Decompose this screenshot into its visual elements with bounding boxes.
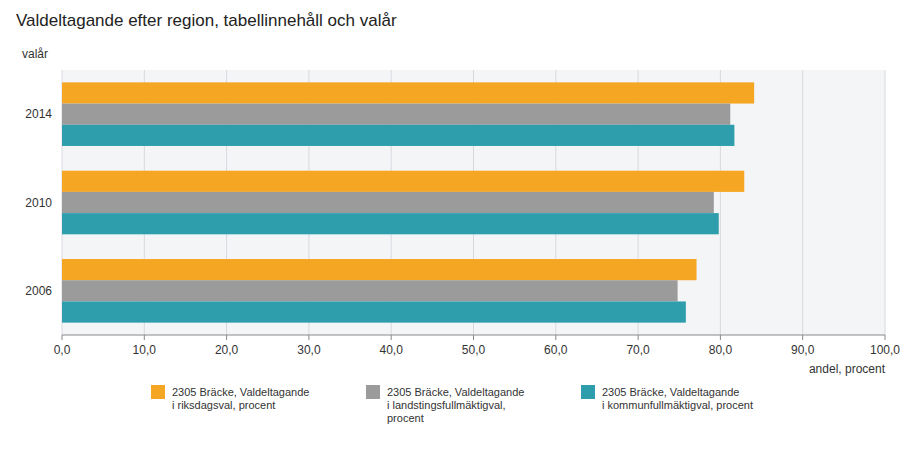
legend-label-line: i kommunfullmäktigval, procent: [602, 399, 753, 411]
x-axis-label: andel, procent: [809, 362, 886, 376]
tick-label: 80,0: [709, 343, 733, 357]
legend-label-line: i landstingsfullmäktigval,: [387, 399, 506, 411]
legend-swatch: [366, 385, 380, 399]
tick-mark: [802, 335, 803, 340]
x-grid: [62, 70, 885, 335]
tick-label: 50,0: [462, 343, 486, 357]
tick-label: 100,0: [870, 343, 900, 357]
tick-mark: [638, 335, 639, 340]
legend-label-line: 2305 Bräcke, Valdeltagande: [602, 386, 739, 398]
tick-label: 90,0: [791, 343, 815, 357]
legend-label-line: 2305 Bräcke, Valdeltagande: [172, 386, 309, 398]
x-axis-line: [62, 335, 885, 336]
tick-mark: [391, 335, 392, 340]
tick-label: 10,0: [133, 343, 157, 357]
tick-label: 20,0: [215, 343, 239, 357]
y-axis-label: valår: [22, 47, 48, 61]
tick-mark: [144, 335, 145, 340]
legend: 2305 Bräcke, Valdeltagandei riksdagsval,…: [151, 385, 753, 424]
bar: [62, 213, 719, 234]
tick-label: 30,0: [297, 343, 321, 357]
tick-label: 0,0: [54, 343, 71, 357]
bar: [62, 171, 744, 192]
grid-line: [802, 70, 803, 335]
tick-mark: [885, 335, 886, 340]
legend-label-line: i riksdagsval, procent: [172, 399, 275, 411]
tick-label: 40,0: [380, 343, 404, 357]
bar: [62, 280, 678, 301]
tick-mark: [308, 335, 309, 340]
tick-mark: [226, 335, 227, 340]
chart: Valdeltagande efter region, tabellinnehå…: [0, 0, 915, 468]
tick-mark: [62, 335, 63, 340]
category-label: 2006: [25, 284, 52, 298]
bar: [62, 125, 734, 146]
grid-line: [885, 70, 886, 335]
bar: [62, 259, 697, 280]
tick-mark: [555, 335, 556, 340]
title: Valdeltagande efter region, tabellinnehå…: [16, 11, 397, 30]
legend-label: 2305 Bräcke, Valdeltagandei landstingsfu…: [387, 386, 524, 424]
tick-label: 70,0: [626, 343, 650, 357]
legend-swatch: [151, 385, 165, 399]
tick-mark: [720, 335, 721, 340]
x-ticks: 0,0 10,0 20,0 30,0 40,0 50,0 60,0 70,0 80,0 90,0 1…: [54, 335, 901, 357]
legend-label-line: procent: [387, 412, 424, 424]
tick-label: 60,0: [544, 343, 568, 357]
category-label: 2014: [25, 107, 52, 121]
bar: [62, 192, 714, 213]
legend-swatch: [581, 385, 595, 399]
legend-label-line: 2305 Bräcke, Valdeltagande: [387, 386, 524, 398]
legend-label: 2305 Bräcke, Valdeltagandei kommunfullmä…: [602, 386, 753, 411]
bars: [62, 82, 754, 322]
plot-area: [62, 70, 885, 335]
category-label: 2010: [25, 196, 52, 210]
bar: [62, 104, 730, 125]
bar: [62, 301, 686, 322]
y-ticks: 2006 2010 2014: [25, 107, 52, 298]
bar: [62, 82, 754, 103]
legend-label: 2305 Bräcke, Valdeltagandei riksdagsval,…: [172, 386, 309, 411]
tick-mark: [473, 335, 474, 340]
